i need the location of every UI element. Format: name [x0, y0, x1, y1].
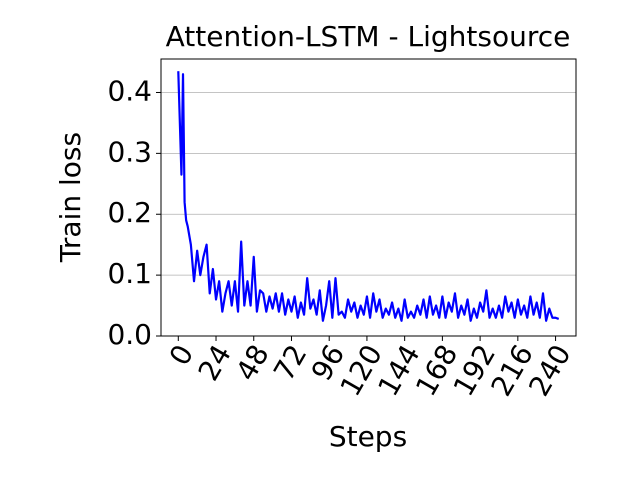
y-tick-label: 0.4 — [107, 74, 152, 107]
y-tick-label: 0.3 — [107, 135, 152, 168]
axes-frame — [160, 58, 577, 337]
y-tick-label: 0.0 — [107, 318, 152, 351]
x-axis-label: Steps — [329, 420, 407, 453]
chart-title: Attention-LSTM - Lightsource — [166, 20, 571, 53]
y-tick-label: 0.1 — [107, 257, 152, 290]
data-line — [177, 71, 560, 322]
y-axis-label: Train loss — [54, 132, 87, 263]
y-tick-label: 0.2 — [107, 196, 152, 229]
